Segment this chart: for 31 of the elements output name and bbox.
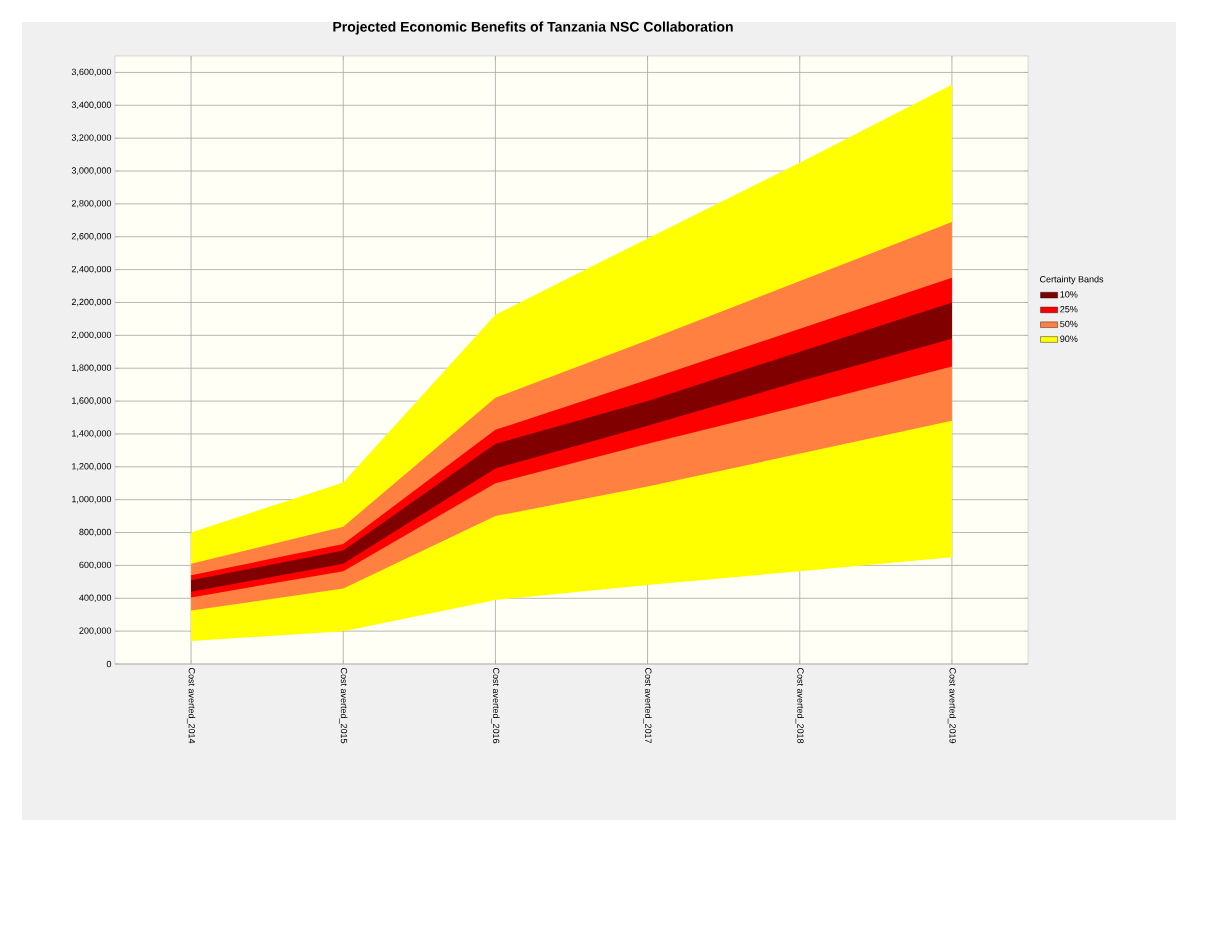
x-tick-label: Cost averted_2019 — [947, 667, 957, 744]
y-tick-label: 3,000,000 — [71, 167, 112, 175]
y-tick-label: 1,400,000 — [72, 430, 112, 438]
x-tick-label: Cost averted_2017 — [643, 667, 652, 744]
legend-label: 90% — [1060, 335, 1078, 342]
x-tick-label: Cost averted_2015 — [339, 667, 348, 744]
y-tick-label: 1,800,000 — [72, 364, 112, 372]
y-tick-label: 2,800,000 — [71, 200, 112, 208]
y-tick-label: 2,200,000 — [71, 298, 112, 307]
y-tick-label: 1,200,000 — [72, 463, 112, 471]
y-tick-label: 600,000 — [79, 561, 112, 570]
y-tick-label: 2,000,000 — [71, 331, 112, 340]
x-tick-label: Cost averted_2018 — [795, 667, 804, 744]
legend-label: 25% — [1060, 306, 1078, 313]
y-tick-label: 200,000 — [79, 627, 112, 635]
y-tick-label: 800,000 — [79, 528, 112, 537]
y-tick-label: 400,000 — [79, 594, 112, 602]
x-tick-label: Cost averted_2014 — [186, 667, 196, 744]
y-tick-label: 0 — [106, 660, 112, 668]
y-tick-label: 1,000,000 — [72, 495, 112, 504]
legend-label: 50% — [1060, 320, 1078, 328]
y-tick-label: 3,400,000 — [71, 101, 112, 109]
legend-label: 10% — [1060, 291, 1078, 298]
y-tick-label: 3,200,000 — [71, 134, 112, 142]
chart-title: Projected Economic Benefits of Tanzania NSC Collaboration — [333, 21, 733, 35]
legend-title: Certainty Bands — [1040, 275, 1104, 285]
y-tick-label: 2,600,000 — [71, 233, 112, 241]
y-tick-label: 2,400,000 — [71, 265, 112, 274]
y-tick-label: 1,600,000 — [72, 397, 112, 405]
y-tick-label: 3,600,000 — [71, 68, 112, 77]
x-tick-label: Cost averted_2016 — [491, 667, 500, 744]
